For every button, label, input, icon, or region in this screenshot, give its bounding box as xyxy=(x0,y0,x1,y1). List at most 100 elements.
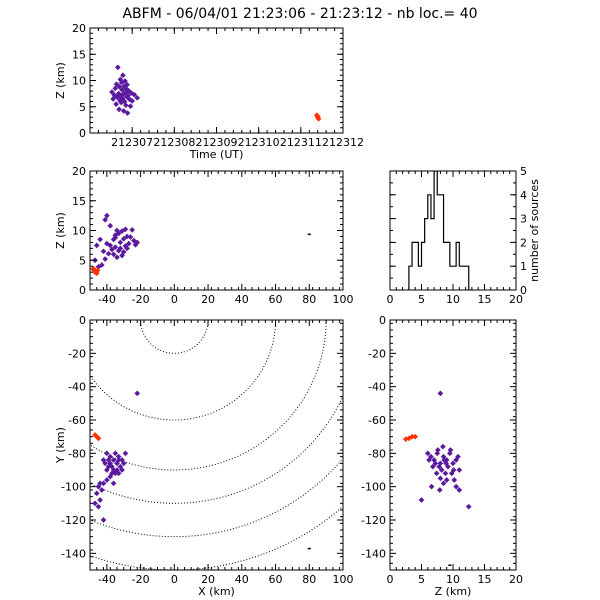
z-y-main-point-0 xyxy=(437,390,444,397)
time-z-xtick-label-3: 212310 xyxy=(238,136,280,149)
z-y-main-point-25 xyxy=(456,487,463,493)
x-z-xtick-label-3: 20 xyxy=(201,293,215,306)
x-y-xtick-label-3: 20 xyxy=(201,573,215,586)
z-y-main-point-36 xyxy=(443,460,449,467)
x-y-main-point-18 xyxy=(100,457,107,463)
time-z-ytick-label-1: 5 xyxy=(79,101,86,114)
z-y-highlight-point-2 xyxy=(402,436,409,442)
x-z-main-point-12 xyxy=(125,240,132,247)
histogram-xtick-label-4: 20 xyxy=(509,293,523,306)
time-z-main-point-36 xyxy=(131,91,138,98)
x-z-xtick-label-4: 40 xyxy=(235,293,249,306)
x-z-main-point-26 xyxy=(120,249,127,255)
x-y-main-point-6 xyxy=(115,453,122,460)
time-z-ytick-label-0: 0 xyxy=(79,127,86,140)
x-z-main-point-10 xyxy=(122,226,129,233)
time-z-main-point-28 xyxy=(124,81,130,88)
x-y-main-point-34 xyxy=(109,470,115,477)
x-y-main-point-31 xyxy=(100,517,107,523)
x-z-xtick-label-6: 80 xyxy=(302,293,316,306)
z-y-panel: 0 5 10 15 20 -140 -120 -100 -80 -60 -40 -20 0 Z (km) xyxy=(361,314,523,598)
time-z-main-point-18 xyxy=(120,72,126,79)
time-z-xtick-label-2: 212309 xyxy=(196,136,238,149)
z-y-xtick-label-0: 0 xyxy=(387,573,394,586)
x-y-xtick-label-0: -40 xyxy=(98,573,116,586)
x-y-main-point-20 xyxy=(115,470,122,477)
time-z-main-point-16 xyxy=(119,87,125,93)
z-y-main-point-21 xyxy=(440,480,447,487)
z-y-main-point-22 xyxy=(428,483,435,490)
z-y-x-axis-title: Z (km) xyxy=(435,585,472,598)
z-y-ytick-label-0: -140 xyxy=(361,547,386,560)
x-y-main-point-32 xyxy=(110,480,117,487)
histogram-ytick-label-4: 4 xyxy=(520,189,527,202)
z-y-ytick-label-6: -20 xyxy=(368,347,386,360)
x-y-main-point-36 xyxy=(115,457,122,463)
x-y-xtick-label-1: -20 xyxy=(132,573,150,586)
x-z-main-point-19 xyxy=(109,246,115,253)
x-z-plot-area xyxy=(90,212,311,277)
x-y-main-point-28 xyxy=(97,497,103,503)
x-y-xtick-label-2: 0 xyxy=(171,573,178,586)
histogram-xtick-label-0: 0 xyxy=(387,293,394,306)
x-y-main-point-23 xyxy=(100,480,107,487)
z-y-main-point-14 xyxy=(442,470,449,477)
x-z-main-point-21 xyxy=(112,244,119,250)
z-y-main-point-24 xyxy=(418,497,425,503)
z-y-main-point-33 xyxy=(426,457,432,463)
x-z-main-point-39 xyxy=(124,245,130,252)
x-z-ytick-label-4: 20 xyxy=(72,165,86,178)
figure-title: ABFM - 06/04/01 21:23:06 - 21:23:12 - nb… xyxy=(122,6,477,22)
x-z-main-point-13 xyxy=(127,234,134,240)
time-z-main-point-35 xyxy=(129,98,135,104)
time-z-x-axis-title: Time (UT) xyxy=(189,148,244,161)
z-y-main-point-32 xyxy=(440,443,446,450)
x-z-ytick-label-3: 15 xyxy=(72,195,86,208)
x-y-ytick-label-2: -100 xyxy=(61,481,86,494)
x-z-main-point-6 xyxy=(115,230,122,237)
histogram-xtick-label-3: 15 xyxy=(478,293,492,306)
z-y-ytick-label-4: -60 xyxy=(368,414,386,427)
x-z-y-axis-title: Z (km) xyxy=(54,212,67,249)
x-y-xtick-label-7: 100 xyxy=(333,573,354,586)
x-y-xtick-label-6: 80 xyxy=(302,573,316,586)
x-y-ytick-label-3: -80 xyxy=(68,447,86,460)
x-y-main-point-35 xyxy=(105,457,112,463)
z-y-xtick-label-4: 20 xyxy=(509,573,523,586)
histogram-y-axis-title: number of sources xyxy=(528,179,541,282)
time-z-xtick-label-5: 212312 xyxy=(322,136,364,149)
time-z-main-point-4 xyxy=(113,101,119,107)
z-y-ytick-label-3: -80 xyxy=(368,447,386,460)
time-z-main-point-25 xyxy=(123,102,129,109)
z-y-main-point-35 xyxy=(433,470,440,477)
histogram-plot-area xyxy=(408,171,472,290)
x-y-main-point-4 xyxy=(112,450,119,457)
z-y-highlight-point-3 xyxy=(412,433,419,440)
x-z-isolated-point-0 xyxy=(307,233,311,236)
x-y-highlight-point-2 xyxy=(92,432,98,438)
x-z-main-point-11 xyxy=(124,233,130,240)
time-z-main-point-37 xyxy=(134,94,141,101)
x-z-main-point-1 xyxy=(104,212,110,219)
z-y-frame xyxy=(389,319,517,571)
x-y-main-point-1 xyxy=(104,450,110,457)
time-z-frame xyxy=(89,27,344,134)
x-z-main-point-33 xyxy=(97,236,103,243)
x-y-ytick-label-7: 0 xyxy=(79,314,86,327)
x-y-ytick-label-0: -140 xyxy=(61,547,86,560)
z-y-main-point-27 xyxy=(453,483,459,490)
x-y-main-point-22 xyxy=(104,477,110,483)
histogram-xtick-label-1: 5 xyxy=(418,293,425,306)
z-y-main-point-1 xyxy=(424,450,431,457)
x-y-main-point-30 xyxy=(95,503,102,510)
x-z-highlight-point-3 xyxy=(94,267,101,274)
time-z-xtick-label-1: 212308 xyxy=(153,136,195,149)
x-z-main-point-7 xyxy=(117,239,124,246)
z-y-main-point-16 xyxy=(430,463,436,470)
x-z-xtick-label-2: 0 xyxy=(171,293,178,306)
z-y-xtick-label-2: 10 xyxy=(446,573,460,586)
z-y-main-point-20 xyxy=(437,475,444,482)
z-y-main-point-26 xyxy=(465,503,472,510)
z-y-main-point-30 xyxy=(435,447,441,453)
